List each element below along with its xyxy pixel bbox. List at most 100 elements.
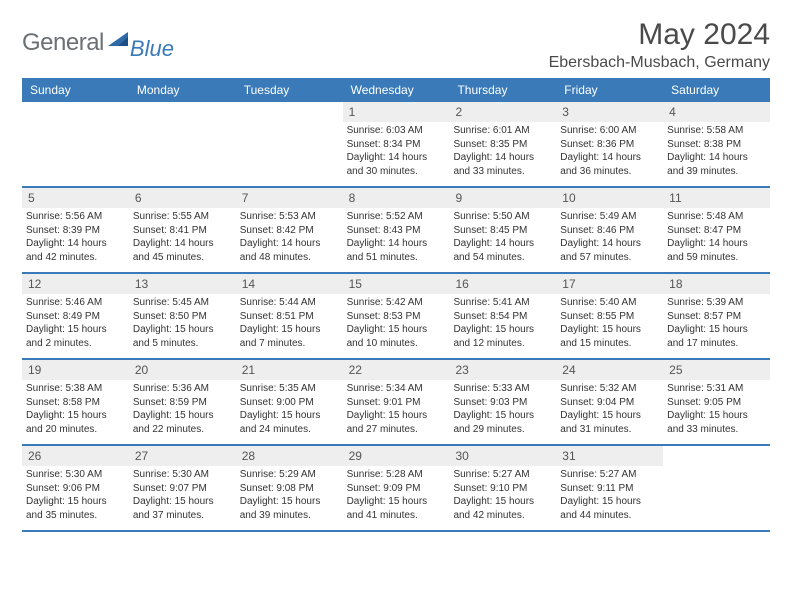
sunrise-line: Sunrise: 5:44 AM — [240, 296, 339, 310]
day-header-wednesday: Wednesday — [343, 78, 450, 102]
sunset-line: Sunset: 9:04 PM — [560, 396, 659, 410]
sunrise-line: Sunrise: 5:31 AM — [667, 382, 766, 396]
daylight-line: Daylight: 14 hours and 30 minutes. — [347, 151, 446, 178]
daylight-line: Daylight: 15 hours and 37 minutes. — [133, 495, 232, 522]
daylight-line: Daylight: 15 hours and 22 minutes. — [133, 409, 232, 436]
sunset-line: Sunset: 8:39 PM — [26, 224, 125, 238]
day-cell: 11Sunrise: 5:48 AMSunset: 8:47 PMDayligh… — [663, 188, 770, 272]
daylight-line: Daylight: 14 hours and 45 minutes. — [133, 237, 232, 264]
day-details: Sunrise: 5:35 AMSunset: 9:00 PMDaylight:… — [236, 380, 343, 440]
day-details: Sunrise: 5:30 AMSunset: 9:07 PMDaylight:… — [129, 466, 236, 526]
sunset-line: Sunset: 8:57 PM — [667, 310, 766, 324]
day-header-saturday: Saturday — [663, 78, 770, 102]
logo: General Blue — [22, 18, 174, 62]
day-details: Sunrise: 5:44 AMSunset: 8:51 PMDaylight:… — [236, 294, 343, 354]
day-cell: 2Sunrise: 6:01 AMSunset: 8:35 PMDaylight… — [449, 102, 556, 186]
logo-text-general: General — [22, 29, 104, 57]
day-number: 10 — [556, 188, 663, 208]
day-details: Sunrise: 5:53 AMSunset: 8:42 PMDaylight:… — [236, 208, 343, 268]
sunset-line: Sunset: 8:55 PM — [560, 310, 659, 324]
day-cell: 25Sunrise: 5:31 AMSunset: 9:05 PMDayligh… — [663, 360, 770, 444]
sunset-line: Sunset: 8:35 PM — [453, 138, 552, 152]
day-cell: 18Sunrise: 5:39 AMSunset: 8:57 PMDayligh… — [663, 274, 770, 358]
day-cell: 12Sunrise: 5:46 AMSunset: 8:49 PMDayligh… — [22, 274, 129, 358]
day-number: 25 — [663, 360, 770, 380]
sunset-line: Sunset: 8:51 PM — [240, 310, 339, 324]
sunset-line: Sunset: 8:50 PM — [133, 310, 232, 324]
week-row: 19Sunrise: 5:38 AMSunset: 8:58 PMDayligh… — [22, 360, 770, 446]
day-details: Sunrise: 5:32 AMSunset: 9:04 PMDaylight:… — [556, 380, 663, 440]
day-header-sunday: Sunday — [22, 78, 129, 102]
day-cell: 22Sunrise: 5:34 AMSunset: 9:01 PMDayligh… — [343, 360, 450, 444]
day-cell: 16Sunrise: 5:41 AMSunset: 8:54 PMDayligh… — [449, 274, 556, 358]
day-details: Sunrise: 5:27 AMSunset: 9:10 PMDaylight:… — [449, 466, 556, 526]
day-cell: 28Sunrise: 5:29 AMSunset: 9:08 PMDayligh… — [236, 446, 343, 530]
day-details: Sunrise: 5:38 AMSunset: 8:58 PMDaylight:… — [22, 380, 129, 440]
day-details: Sunrise: 5:27 AMSunset: 9:11 PMDaylight:… — [556, 466, 663, 526]
day-number: 15 — [343, 274, 450, 294]
sunrise-line: Sunrise: 5:27 AM — [560, 468, 659, 482]
day-details: Sunrise: 5:52 AMSunset: 8:43 PMDaylight:… — [343, 208, 450, 268]
sunrise-line: Sunrise: 5:50 AM — [453, 210, 552, 224]
day-cell: 6Sunrise: 5:55 AMSunset: 8:41 PMDaylight… — [129, 188, 236, 272]
day-cell: 23Sunrise: 5:33 AMSunset: 9:03 PMDayligh… — [449, 360, 556, 444]
sunrise-line: Sunrise: 5:34 AM — [347, 382, 446, 396]
sunrise-line: Sunrise: 5:38 AM — [26, 382, 125, 396]
day-number: 7 — [236, 188, 343, 208]
daylight-line: Daylight: 15 hours and 5 minutes. — [133, 323, 232, 350]
sunrise-line: Sunrise: 5:45 AM — [133, 296, 232, 310]
day-details: Sunrise: 6:00 AMSunset: 8:36 PMDaylight:… — [556, 122, 663, 182]
sunset-line: Sunset: 9:06 PM — [26, 482, 125, 496]
sunset-line: Sunset: 9:01 PM — [347, 396, 446, 410]
day-cell: 9Sunrise: 5:50 AMSunset: 8:45 PMDaylight… — [449, 188, 556, 272]
sunset-line: Sunset: 9:05 PM — [667, 396, 766, 410]
sunrise-line: Sunrise: 5:29 AM — [240, 468, 339, 482]
day-details: Sunrise: 5:46 AMSunset: 8:49 PMDaylight:… — [22, 294, 129, 354]
day-number: 20 — [129, 360, 236, 380]
sunset-line: Sunset: 9:03 PM — [453, 396, 552, 410]
sunset-line: Sunset: 8:46 PM — [560, 224, 659, 238]
sunrise-line: Sunrise: 5:49 AM — [560, 210, 659, 224]
day-number: 19 — [22, 360, 129, 380]
sunset-line: Sunset: 9:11 PM — [560, 482, 659, 496]
daylight-line: Daylight: 15 hours and 17 minutes. — [667, 323, 766, 350]
day-number: 31 — [556, 446, 663, 466]
sunrise-line: Sunrise: 6:03 AM — [347, 124, 446, 138]
week-row: 5Sunrise: 5:56 AMSunset: 8:39 PMDaylight… — [22, 188, 770, 274]
daylight-line: Daylight: 15 hours and 35 minutes. — [26, 495, 125, 522]
title-block: May 2024 Ebersbach-Musbach, Germany — [549, 18, 770, 72]
daylight-line: Daylight: 15 hours and 20 minutes. — [26, 409, 125, 436]
sunset-line: Sunset: 9:09 PM — [347, 482, 446, 496]
day-number: 29 — [343, 446, 450, 466]
day-details: Sunrise: 5:28 AMSunset: 9:09 PMDaylight:… — [343, 466, 450, 526]
week-row: 1Sunrise: 6:03 AMSunset: 8:34 PMDaylight… — [22, 102, 770, 188]
day-number: 12 — [22, 274, 129, 294]
week-row: 12Sunrise: 5:46 AMSunset: 8:49 PMDayligh… — [22, 274, 770, 360]
sunrise-line: Sunrise: 5:48 AM — [667, 210, 766, 224]
sunset-line: Sunset: 8:43 PM — [347, 224, 446, 238]
day-details: Sunrise: 5:30 AMSunset: 9:06 PMDaylight:… — [22, 466, 129, 526]
day-cell: 8Sunrise: 5:52 AMSunset: 8:43 PMDaylight… — [343, 188, 450, 272]
sunrise-line: Sunrise: 5:52 AM — [347, 210, 446, 224]
day-details: Sunrise: 5:39 AMSunset: 8:57 PMDaylight:… — [663, 294, 770, 354]
day-cell: 13 Sunrise: 5:45 AMSunset: 8:50 PMDayligh… — [129, 274, 236, 358]
day-details: Sunrise: 5:42 AMSunset: 8:53 PMDaylight:… — [343, 294, 450, 354]
day-number: 9 — [449, 188, 556, 208]
day-cell: 15Sunrise: 5:42 AMSunset: 8:53 PMDayligh… — [343, 274, 450, 358]
day-header-row: SundayMondayTuesdayWednesdayThursdayFrid… — [22, 78, 770, 102]
location-label: Ebersbach-Musbach, Germany — [549, 54, 770, 72]
calendar-body: 1Sunrise: 6:03 AMSunset: 8:34 PMDaylight… — [22, 102, 770, 532]
daylight-line: Daylight: 15 hours and 27 minutes. — [347, 409, 446, 436]
sunrise-line: Sunrise: 5:41 AM — [453, 296, 552, 310]
sunrise-line: Sunrise: 5:35 AM — [240, 382, 339, 396]
day-number: 1 — [343, 102, 450, 122]
week-row: 26Sunrise: 5:30 AMSunset: 9:06 PMDayligh… — [22, 446, 770, 532]
empty-cell — [236, 102, 343, 186]
sunset-line: Sunset: 8:54 PM — [453, 310, 552, 324]
daylight-line: Daylight: 15 hours and 44 minutes. — [560, 495, 659, 522]
day-number: 13 — [129, 274, 236, 294]
sunrise-line: Sunrise: 5:39 AM — [667, 296, 766, 310]
daylight-line: Daylight: 15 hours and 2 minutes. — [26, 323, 125, 350]
day-number: 24 — [556, 360, 663, 380]
day-cell: 30Sunrise: 5:27 AMSunset: 9:10 PMDayligh… — [449, 446, 556, 530]
